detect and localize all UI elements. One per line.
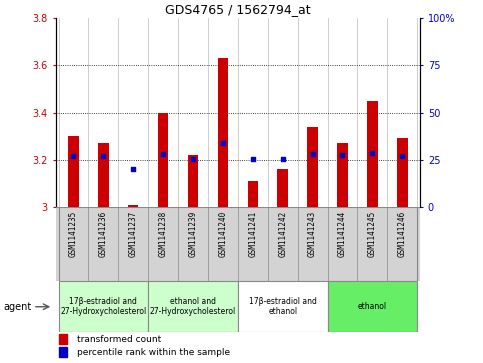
Point	[219, 140, 227, 146]
Bar	[148, 281, 238, 332]
Text: GSM1141243: GSM1141243	[308, 211, 317, 257]
Bar	[128, 205, 139, 207]
Text: percentile rank within the sample: percentile rank within the sample	[77, 348, 230, 356]
Text: GSM1141238: GSM1141238	[158, 211, 168, 257]
Bar	[158, 113, 169, 207]
Bar	[277, 169, 288, 207]
Text: 17β-estradiol and
ethanol: 17β-estradiol and ethanol	[249, 297, 317, 317]
Point	[309, 151, 316, 157]
Point	[189, 156, 197, 162]
Text: agent: agent	[4, 302, 32, 312]
Point	[159, 151, 167, 157]
Bar	[367, 101, 378, 207]
Point	[398, 153, 406, 159]
Text: GSM1141240: GSM1141240	[218, 211, 227, 257]
Bar	[59, 347, 67, 357]
Point	[279, 156, 286, 162]
Bar	[238, 281, 327, 332]
Bar	[337, 143, 348, 207]
Bar	[248, 181, 258, 207]
Text: GSM1141237: GSM1141237	[129, 211, 138, 257]
Bar	[58, 281, 148, 332]
Bar	[218, 58, 228, 207]
Bar	[59, 334, 67, 344]
Bar	[307, 127, 318, 207]
Text: ethanol and
27-Hydroxycholesterol: ethanol and 27-Hydroxycholesterol	[150, 297, 236, 317]
Point	[70, 153, 77, 159]
Bar	[68, 136, 79, 207]
Bar	[327, 281, 417, 332]
Point	[249, 156, 256, 162]
Title: GDS4765 / 1562794_at: GDS4765 / 1562794_at	[165, 3, 311, 16]
Point	[99, 153, 107, 159]
Point	[129, 166, 137, 172]
Text: ethanol: ethanol	[358, 302, 387, 311]
Text: GSM1141241: GSM1141241	[248, 211, 257, 257]
Bar	[397, 138, 408, 207]
Text: 17β-estradiol and
27-Hydroxycholesterol: 17β-estradiol and 27-Hydroxycholesterol	[60, 297, 146, 317]
Bar	[98, 143, 109, 207]
Text: GSM1141235: GSM1141235	[69, 211, 78, 257]
Text: GSM1141242: GSM1141242	[278, 211, 287, 257]
Text: GSM1141246: GSM1141246	[398, 211, 407, 257]
Text: transformed count: transformed count	[77, 335, 162, 343]
Point	[369, 150, 376, 156]
Text: GSM1141236: GSM1141236	[99, 211, 108, 257]
Text: GSM1141244: GSM1141244	[338, 211, 347, 257]
Text: GSM1141239: GSM1141239	[188, 211, 198, 257]
Text: GSM1141245: GSM1141245	[368, 211, 377, 257]
Point	[339, 152, 346, 158]
Bar	[188, 155, 199, 207]
